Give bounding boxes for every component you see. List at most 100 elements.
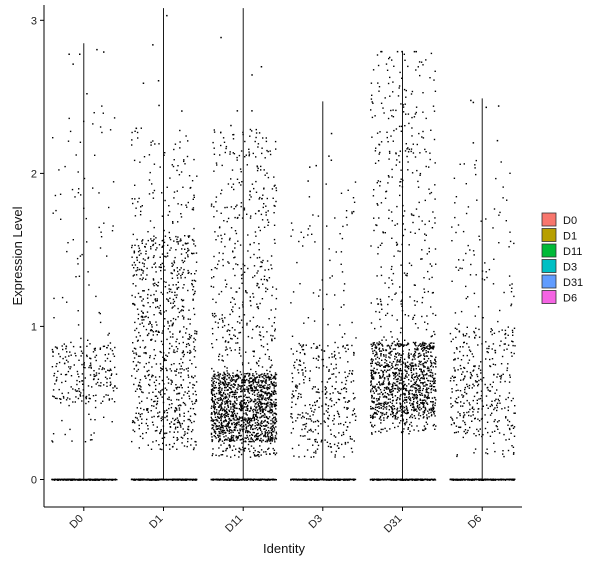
- data-point: [215, 239, 217, 241]
- data-point: [422, 92, 424, 94]
- data-point: [403, 210, 406, 212]
- data-point: [137, 419, 139, 421]
- data-point: [232, 250, 234, 252]
- data-point: [139, 161, 141, 163]
- data-point: [175, 418, 177, 420]
- data-point: [140, 388, 142, 391]
- data-point: [315, 366, 318, 368]
- data-point: [253, 447, 255, 449]
- data-point: [163, 229, 165, 232]
- data-point: [144, 375, 146, 377]
- data-point: [251, 438, 254, 440]
- data-point: [341, 443, 343, 446]
- data-point: [414, 232, 416, 234]
- data-point: [320, 441, 322, 443]
- data-point: [397, 250, 399, 252]
- data-point: [371, 360, 373, 363]
- data-point: [413, 400, 415, 403]
- data-point: [218, 440, 220, 443]
- data-point: [248, 198, 251, 201]
- data-point: [240, 401, 242, 404]
- data-point: [142, 272, 144, 274]
- data-point: [334, 456, 336, 458]
- data-point: [145, 377, 147, 379]
- data-point: [428, 278, 431, 280]
- data-point: [180, 275, 182, 277]
- data-point: [189, 318, 191, 320]
- data-point: [215, 339, 218, 341]
- data-point: [80, 392, 82, 394]
- data-point: [218, 391, 220, 393]
- data-point: [64, 433, 66, 436]
- data-point: [409, 397, 412, 399]
- data-point: [344, 333, 346, 335]
- data-point: [252, 152, 254, 155]
- data-point: [218, 412, 220, 414]
- data-point: [174, 411, 176, 413]
- data-point: [145, 278, 147, 280]
- data-point: [265, 392, 267, 394]
- data-point: [260, 433, 262, 436]
- data-point: [432, 424, 434, 427]
- data-point: [258, 374, 260, 376]
- data-point: [233, 411, 235, 413]
- data-point: [400, 130, 402, 132]
- data-point: [409, 416, 411, 419]
- data-point: [240, 319, 243, 321]
- data-point: [353, 354, 355, 356]
- data-point: [317, 420, 320, 423]
- data-point: [265, 403, 268, 406]
- data-point: [260, 380, 262, 382]
- data-point: [376, 224, 378, 227]
- data-point: [230, 287, 232, 289]
- data-point: [374, 115, 376, 117]
- data-point: [240, 202, 243, 204]
- data-point: [353, 398, 355, 400]
- data-point: [168, 398, 170, 401]
- data-point: [414, 376, 417, 378]
- data-point: [271, 364, 273, 366]
- data-point: [405, 364, 407, 367]
- data-point: [233, 407, 236, 409]
- data-point: [354, 413, 356, 415]
- data-point: [247, 388, 249, 390]
- data-point: [159, 448, 161, 450]
- data-point: [220, 431, 223, 433]
- data-point: [116, 479, 118, 481]
- data-point: [321, 381, 323, 383]
- data-point: [254, 398, 256, 400]
- data-point: [135, 336, 138, 338]
- data-point: [229, 420, 231, 422]
- data-point: [431, 276, 433, 279]
- data-point: [232, 431, 234, 433]
- data-point: [429, 382, 431, 385]
- data-point: [113, 117, 116, 119]
- data-point: [379, 403, 381, 405]
- data-point: [251, 130, 253, 132]
- data-point: [187, 410, 190, 413]
- data-point: [378, 405, 380, 408]
- data-point: [303, 362, 305, 364]
- data-point: [258, 396, 260, 398]
- data-point: [181, 422, 183, 425]
- data-point: [385, 386, 387, 389]
- data-point: [261, 381, 263, 384]
- data-point: [169, 342, 171, 345]
- data-point: [421, 373, 424, 375]
- data-point: [328, 370, 330, 372]
- data-point: [228, 417, 231, 420]
- data-point: [226, 348, 228, 350]
- data-point: [326, 225, 328, 227]
- data-point: [182, 287, 184, 289]
- data-point: [371, 397, 373, 399]
- data-point: [370, 371, 373, 374]
- data-point: [262, 194, 264, 196]
- data-point: [347, 401, 349, 403]
- data-point: [324, 386, 326, 388]
- data-point: [423, 346, 426, 349]
- data-point: [245, 412, 247, 414]
- data-point: [240, 184, 242, 186]
- data-point: [333, 443, 336, 446]
- data-point: [255, 128, 257, 131]
- data-point: [344, 371, 346, 373]
